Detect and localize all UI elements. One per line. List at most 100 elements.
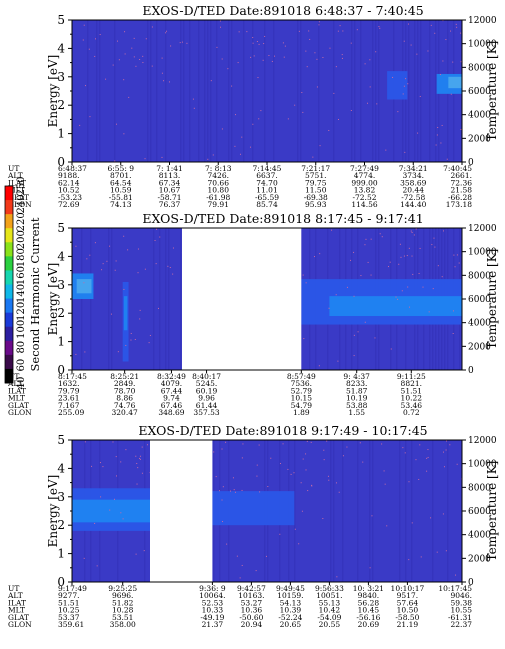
noise-speck bbox=[335, 294, 337, 296]
noise-speck bbox=[362, 461, 364, 463]
noise-speck bbox=[402, 93, 404, 95]
noise-speck bbox=[369, 86, 371, 88]
noise-speck bbox=[307, 490, 309, 492]
noise-speck bbox=[112, 441, 114, 443]
noise-speck bbox=[404, 151, 406, 153]
colorbar-frame bbox=[4, 185, 14, 384]
colorbar-segment bbox=[5, 186, 13, 201]
orbit-cell: 9:56:33 bbox=[315, 584, 344, 593]
orbit-cell: 64.54 bbox=[110, 178, 132, 187]
noise-speck bbox=[284, 45, 286, 47]
noise-speck bbox=[389, 261, 391, 263]
time-bin-stripe bbox=[369, 440, 371, 582]
y2-axis-label: Temperature [K] bbox=[485, 461, 499, 562]
noise-speck bbox=[149, 334, 151, 336]
noise-speck bbox=[218, 490, 220, 492]
noise-speck bbox=[268, 55, 270, 57]
time-bin-stripe bbox=[417, 20, 419, 162]
noise-speck bbox=[445, 39, 447, 41]
noise-speck bbox=[353, 355, 355, 357]
panel-2: EXOS-D/TED Date:891018 8:17:45 - 9:17:41… bbox=[7, 211, 499, 417]
time-bin-stripe bbox=[273, 20, 275, 162]
orbit-cell: 6:55: 9 bbox=[107, 164, 134, 173]
orbit-cell: 20.65 bbox=[280, 620, 302, 629]
time-bin-stripe bbox=[114, 20, 116, 162]
noise-speck bbox=[136, 483, 138, 485]
noise-speck bbox=[131, 47, 133, 49]
noise-speck bbox=[337, 360, 339, 362]
orbit-cell: 21.58 bbox=[451, 186, 473, 195]
noise-speck bbox=[234, 491, 236, 493]
noise-speck bbox=[84, 351, 86, 353]
time-bin-stripe bbox=[165, 20, 167, 162]
orbit-table: UT 6:48:37 6:55: 9 7: 1:41 7: 8:13 7:14:45 7:2… bbox=[7, 164, 472, 209]
orbit-cell: 10.45 bbox=[358, 606, 380, 615]
noise-speck bbox=[170, 45, 172, 47]
orbit-cell: 10:10:17 bbox=[391, 584, 425, 593]
time-bin-stripe bbox=[207, 20, 209, 162]
orbit-cell: 59.38 bbox=[451, 598, 473, 607]
time-bin-stripe bbox=[357, 440, 359, 582]
y2-tick-label: 12000 bbox=[468, 224, 497, 234]
noise-speck bbox=[366, 102, 368, 104]
colorbar-tick-label: 200 bbox=[16, 230, 27, 249]
noise-speck bbox=[233, 489, 235, 491]
y-tick-label: 4 bbox=[57, 41, 65, 55]
time-bin-stripe bbox=[447, 440, 449, 582]
noise-speck bbox=[155, 263, 157, 265]
noise-speck bbox=[428, 311, 430, 313]
time-bin-stripe bbox=[252, 20, 254, 162]
orbit-cell: -53.23 bbox=[58, 193, 82, 202]
y2-tick-label: 8000 bbox=[468, 483, 491, 493]
orbit-row-label: MLT bbox=[8, 186, 25, 195]
orbit-cell: -61.31 bbox=[448, 613, 472, 622]
time-bin-stripe bbox=[408, 20, 410, 162]
noise-speck bbox=[265, 555, 267, 557]
time-bin-stripe bbox=[189, 20, 191, 162]
noise-speck bbox=[323, 459, 325, 461]
noise-speck bbox=[139, 455, 141, 457]
noise-speck bbox=[148, 342, 150, 344]
noise-speck bbox=[379, 27, 381, 29]
noise-speck bbox=[460, 61, 462, 63]
noise-speck bbox=[135, 455, 137, 457]
noise-speck bbox=[117, 351, 119, 353]
noise-speck bbox=[94, 242, 96, 244]
y2-tick-label: 0 bbox=[468, 158, 474, 168]
orbit-cell: 10163. bbox=[238, 591, 264, 600]
noise-speck bbox=[300, 482, 302, 484]
noise-speck bbox=[450, 93, 452, 95]
orbit-cell: 9:49:45 bbox=[276, 584, 305, 593]
orbit-cell: -52.24 bbox=[278, 613, 302, 622]
noise-speck bbox=[222, 486, 224, 488]
orbit-cell: 51.82 bbox=[112, 598, 134, 607]
noise-speck bbox=[139, 59, 141, 61]
time-bin-stripe bbox=[204, 20, 206, 162]
orbit-cell: 53.46 bbox=[401, 401, 423, 410]
noise-speck bbox=[139, 318, 141, 320]
noise-speck bbox=[426, 457, 428, 459]
noise-speck bbox=[123, 235, 125, 237]
orbit-row-label: GLON bbox=[8, 620, 32, 629]
noise-speck bbox=[397, 298, 399, 300]
noise-speck bbox=[294, 528, 296, 530]
orbit-cell: 10.67 bbox=[159, 186, 181, 195]
noise-speck bbox=[328, 479, 330, 481]
noise-speck bbox=[216, 46, 218, 48]
noise-speck bbox=[123, 288, 125, 290]
orbit-cell: 10: 3:21 bbox=[353, 584, 384, 593]
noise-speck bbox=[225, 441, 227, 443]
noise-speck bbox=[102, 466, 104, 468]
orbit-cell: 9:36: 9 bbox=[199, 584, 226, 593]
orbit-cell: 8233. bbox=[346, 379, 367, 388]
y2-axis-label: Temperature [K] bbox=[485, 249, 499, 350]
noise-speck bbox=[410, 44, 412, 46]
noise-speck bbox=[430, 24, 432, 26]
y2-tick-label: 2000 bbox=[468, 342, 491, 352]
y2-tick-label: 10000 bbox=[468, 460, 497, 470]
noise-speck bbox=[420, 556, 422, 558]
panel-title: EXOS-D/TED Date:891018 9:17:49 - 10:17:4… bbox=[138, 423, 427, 438]
noise-speck bbox=[314, 52, 316, 54]
noise-speck bbox=[453, 254, 455, 256]
